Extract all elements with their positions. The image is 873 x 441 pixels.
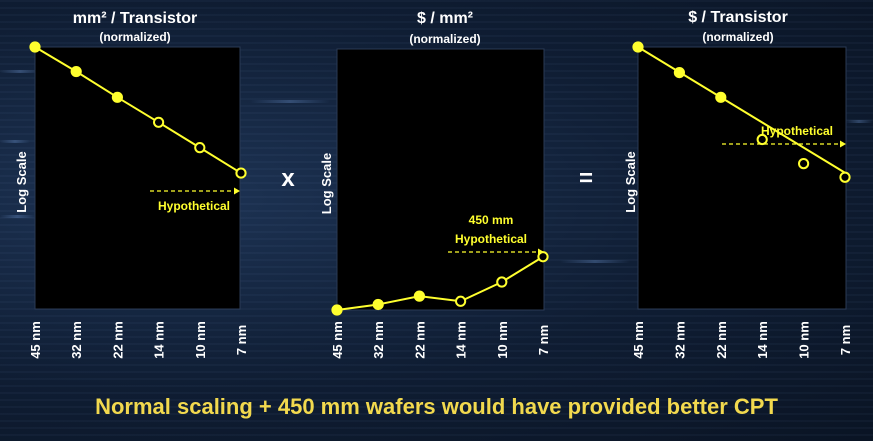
- x-tick-label: 10 nm: [797, 321, 812, 359]
- x-tick-label: 45 nm: [631, 321, 646, 359]
- chart-title: mm² / Transistor: [73, 10, 197, 27]
- annotation-arrowhead: [840, 140, 846, 148]
- x-tick-label: 14 nm: [454, 321, 469, 359]
- x-tick-label: 14 nm: [755, 321, 770, 359]
- data-point-filled: [372, 298, 384, 311]
- data-point-filled: [111, 91, 124, 103]
- y-axis-label: Log Scale: [319, 153, 334, 214]
- data-point-open: [194, 142, 206, 154]
- annotation-label: Hypothetical: [158, 199, 230, 213]
- annotation-arrowhead: [234, 187, 240, 195]
- chart-subtitle: (normalized): [99, 30, 170, 44]
- x-tick-label: 22 nm: [714, 321, 729, 359]
- x-tick-label: 32 nm: [371, 321, 386, 359]
- x-tick-label: 14 nm: [152, 321, 167, 359]
- x-tick-label: 22 nm: [412, 321, 427, 359]
- chart-title: $ / mm²: [417, 10, 473, 27]
- data-point-filled: [715, 91, 727, 103]
- x-tick-label: 32 nm: [69, 321, 84, 359]
- plot-area-3: [637, 46, 847, 310]
- data-point-filled: [29, 41, 41, 53]
- data-point-filled: [70, 65, 82, 78]
- annotation-label: 450 mm: [469, 213, 514, 227]
- plot-area-2: [336, 48, 545, 311]
- series-line: [336, 255, 544, 311]
- annotation-arrowhead: [538, 248, 544, 256]
- series-line: [34, 46, 242, 174]
- background-streak: [0, 215, 35, 218]
- data-point-filled: [673, 66, 686, 79]
- x-tick-label: 7 nm: [536, 325, 551, 355]
- background-streak: [0, 140, 30, 143]
- x-tick-label: 45 nm: [28, 321, 43, 359]
- data-point-open: [235, 167, 247, 179]
- multiply-operator: x: [281, 165, 295, 192]
- data-point-open: [153, 116, 165, 128]
- x-tick-label: 7 nm: [234, 325, 249, 355]
- background-streak: [250, 100, 330, 103]
- chart-title: $ / Transistor: [688, 9, 788, 26]
- annotation-label: Hypothetical: [761, 124, 833, 138]
- x-tick-label: 45 nm: [330, 321, 345, 359]
- data-point-open: [496, 276, 508, 288]
- background-streak: [0, 70, 40, 73]
- plot-area-1: [34, 46, 241, 310]
- background-streak: [560, 260, 630, 263]
- data-point-open: [798, 158, 810, 170]
- y-axis-label: Log Scale: [14, 151, 29, 212]
- chart-subtitle: (normalized): [702, 30, 773, 44]
- data-point-filled: [331, 304, 343, 316]
- data-point-open: [455, 295, 467, 307]
- equals-operator: =: [579, 165, 593, 192]
- annotation-label: Hypothetical: [455, 232, 527, 246]
- y-axis-label: Log Scale: [623, 151, 638, 212]
- x-tick-label: 10 nm: [495, 321, 510, 359]
- data-point-open: [839, 171, 851, 183]
- data-point-open: [756, 133, 768, 146]
- x-tick-label: 22 nm: [110, 321, 125, 359]
- x-tick-label: 10 nm: [193, 321, 208, 359]
- data-point-filled: [632, 41, 644, 53]
- x-tick-label: 32 nm: [672, 321, 687, 359]
- x-tick-label: 7 nm: [838, 325, 853, 355]
- chart-subtitle: (normalized): [409, 32, 480, 46]
- trend-line: [637, 46, 846, 174]
- background-streak: [845, 120, 873, 123]
- data-point-filled: [413, 290, 425, 302]
- footer-caption: Normal scaling + 450 mm wafers would hav…: [95, 394, 778, 419]
